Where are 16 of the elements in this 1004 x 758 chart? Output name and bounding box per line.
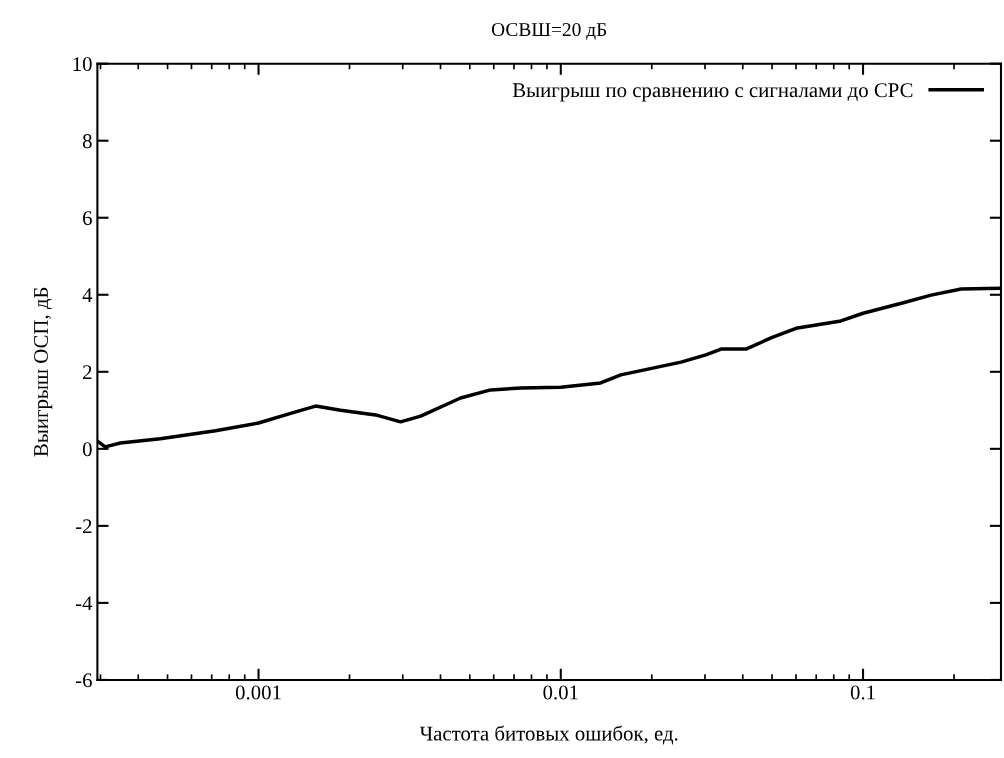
y-tick-label: -6 — [75, 673, 92, 688]
y-tick-label: -4 — [75, 596, 93, 611]
x-axis-title: Частота битовых ошибок, ед. — [419, 725, 678, 745]
x-tick-label: 0.001 — [235, 685, 281, 700]
y-tick-label: 0 — [82, 442, 92, 457]
y-tick-label: 6 — [83, 211, 92, 226]
x-tick-label: 0.01 — [543, 685, 578, 700]
y-tick-label: 2 — [83, 365, 92, 380]
y-tick-label: 8 — [82, 134, 92, 149]
x-tick-label: 0.1 — [850, 685, 875, 700]
legend-label: Выигрыш по сравнению с сигналами до СРС — [512, 83, 913, 102]
y-tick-label: 4 — [82, 288, 93, 302]
y-axis-title: Выигрыш ОСП, дБ — [34, 287, 53, 457]
y-tick-label: -2 — [75, 519, 92, 534]
y-tick-label: 10 — [73, 57, 92, 72]
chart-title: ОСВШ=20 дБ — [491, 22, 607, 40]
